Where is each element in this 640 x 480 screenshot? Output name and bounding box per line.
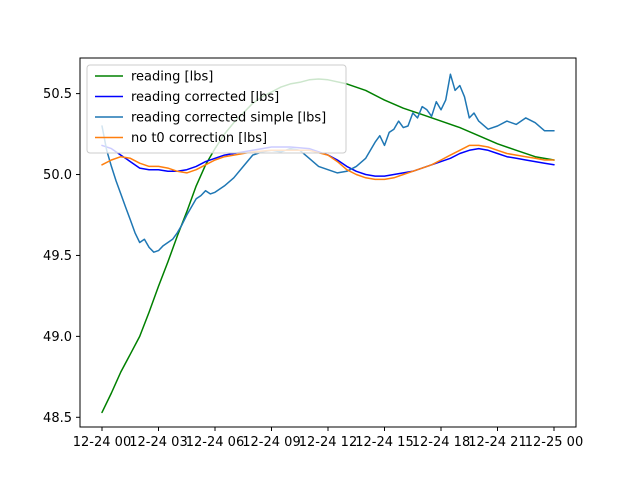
x-tick-label: 12-24 12 xyxy=(299,435,357,450)
legend-label: reading corrected [lbs] xyxy=(131,90,279,105)
y-tick-label: 49.0 xyxy=(43,330,72,345)
y-tick-label: 48.5 xyxy=(43,411,72,426)
x-tick-label: 12-25 00 xyxy=(525,435,583,450)
x-tick-label: 12-24 18 xyxy=(412,435,470,450)
y-tick-label: 49.5 xyxy=(43,249,72,264)
legend: reading [lbs] reading corrected [lbs] read… xyxy=(86,64,347,154)
x-tick-label: 12-24 09 xyxy=(242,435,300,450)
series-line-3 xyxy=(101,73,555,253)
x-tick-label: 12-24 03 xyxy=(129,435,187,450)
x-tick-label: 12-24 15 xyxy=(355,435,413,450)
y-tick-label: 50.5 xyxy=(43,87,72,102)
y-tick-label: 50.0 xyxy=(43,168,72,183)
legend-box xyxy=(86,64,347,154)
legend-label: no t0 correction [lbs] xyxy=(131,131,267,146)
x-tick-label: 12-24 06 xyxy=(186,435,244,450)
x-tick-label: 12-24 00 xyxy=(73,435,131,450)
y-axis: 48.5 49.0 49.5 50.0 50.5 xyxy=(43,87,80,426)
series-line-4 xyxy=(101,144,555,181)
legend-label: reading corrected simple [lbs] xyxy=(131,111,326,126)
legend-label: reading [lbs] xyxy=(131,70,213,85)
x-tick-label: 12-24 21 xyxy=(468,435,526,450)
